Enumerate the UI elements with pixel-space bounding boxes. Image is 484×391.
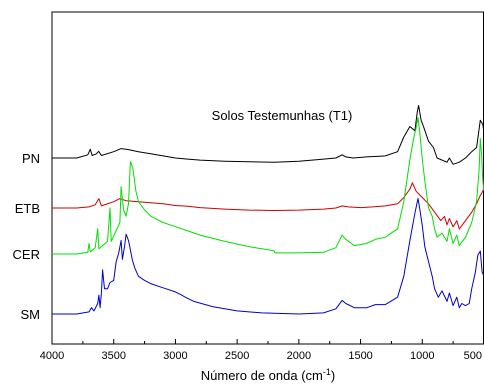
x-tick-label-3500: 3500: [101, 350, 125, 362]
x-axis-title-superscript: -1: [323, 367, 331, 377]
plot-frame: [51, 11, 484, 345]
series-line-pn: [52, 105, 484, 165]
x-tick-label-500: 500: [464, 350, 482, 362]
x-axis-title-main: Número de onda (cm: [201, 368, 323, 383]
x-tick-label-2500: 2500: [225, 350, 249, 362]
series-line-etb: [52, 182, 484, 230]
series-group: [52, 105, 484, 315]
x-axis-title-close: ): [331, 368, 335, 383]
series-label-pn: PN: [22, 151, 40, 166]
series-label-sm: SM: [21, 307, 41, 322]
x-axis-title: Número de onda (cm-1): [201, 367, 335, 383]
x-tick-label-3000: 3000: [163, 350, 187, 362]
series-label-etb: ETB: [15, 201, 40, 216]
series-label-cer: CER: [13, 247, 40, 262]
x-axis-ticks: 4000 3500 3000 2500 2000 1500 1000 500: [40, 339, 484, 362]
series-line-sm: [52, 198, 484, 315]
series-labels: PN ETB CER SM: [13, 151, 40, 322]
x-tick-label-4000: 4000: [40, 350, 64, 362]
x-tick-label-1000: 1000: [410, 350, 434, 362]
x-tick-label-1500: 1500: [348, 350, 372, 362]
x-tick-label-2000: 2000: [287, 350, 311, 362]
series-line-cer: [52, 117, 484, 255]
chart-title: Solos Testemunhas (T1): [212, 108, 353, 123]
